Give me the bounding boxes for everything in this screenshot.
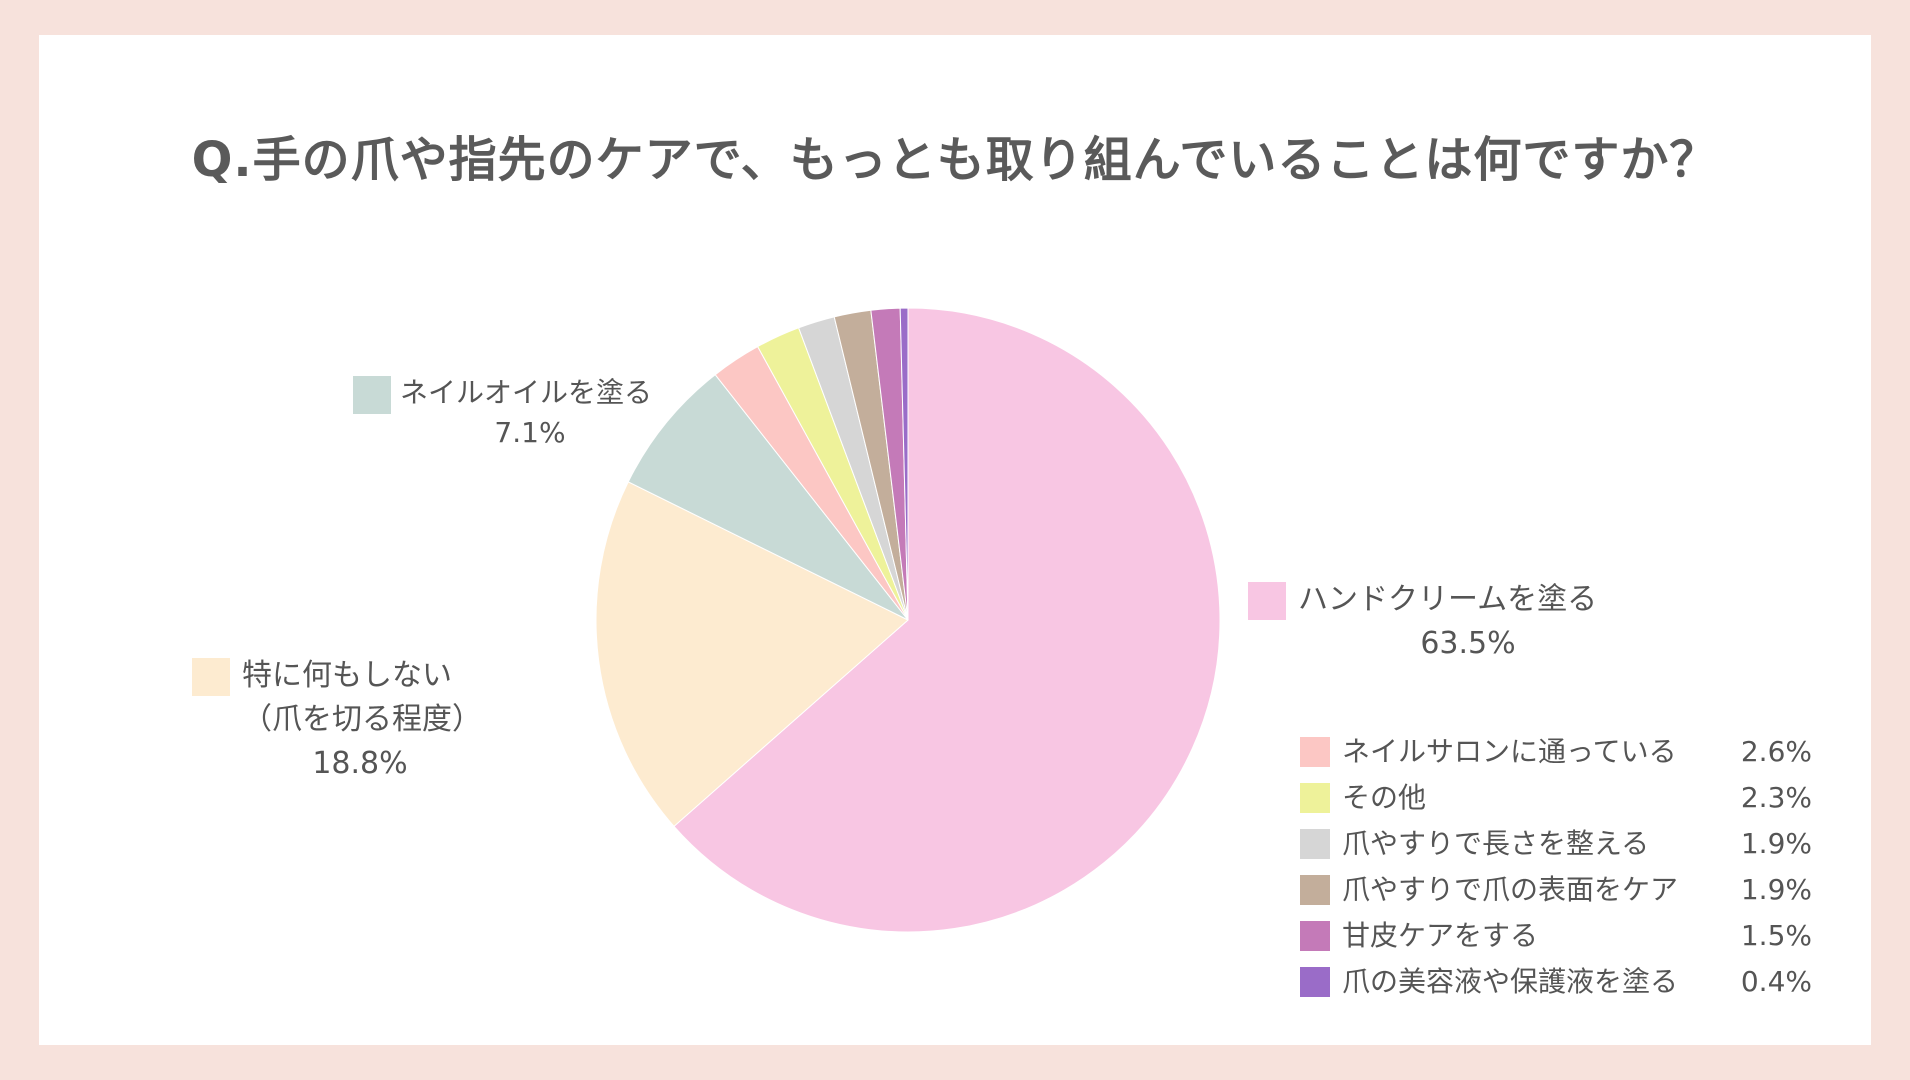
pie-slice-2 [627, 373, 909, 621]
hand-cream-swatch [1248, 582, 1286, 620]
legend-value: 1.9% [1740, 873, 1812, 906]
legend-label: ネイルサロンに通っている [1342, 735, 1677, 768]
chart-title: Q.手の爪や指先のケアで、もっとも取り組んでいることは何ですか？ [191, 132, 1719, 188]
nothing-value-wrap: 18.8% [290, 742, 430, 786]
nail-oil-swatch [353, 376, 391, 414]
legend-value: 0.4% [1740, 965, 1812, 998]
legend-label: 甘皮ケアをする [1342, 919, 1539, 952]
nail-oil-value: 7.1% [494, 416, 566, 449]
legend-label: 爪の美容液や保護液を塗る [1342, 965, 1679, 998]
nothing-swatch [192, 658, 230, 696]
legend-swatch [1300, 921, 1330, 951]
hand-cream-label: ハンドクリームを塗る [1298, 582, 1598, 617]
legend-label: 爪やすりで爪の表面をケア [1342, 873, 1679, 906]
pie-slice-0 [673, 307, 1221, 933]
nothing-value: 18.8% [312, 746, 408, 781]
legend-label: その他 [1342, 781, 1427, 814]
legend-swatch [1300, 967, 1330, 997]
legend-value: 1.9% [1740, 827, 1812, 860]
legend-swatch [1300, 737, 1330, 767]
nothing-label-1: 特に何もしない [242, 658, 452, 693]
legend-value: 1.5% [1740, 919, 1812, 952]
legend-label: 爪やすりで長さを整える [1342, 827, 1650, 860]
legend-swatch [1300, 875, 1330, 905]
nail-oil-callout: ネイルオイルを塗る [400, 371, 670, 415]
nothing-label-2: （爪を切る程度） [242, 702, 482, 737]
legend-value: 2.3% [1740, 781, 1812, 814]
legend-swatch [1300, 829, 1330, 859]
legend-swatch [1300, 783, 1330, 813]
hand-cream-value: 63.5% [1420, 626, 1516, 661]
nail-oil-value-wrap: 7.1% [460, 411, 600, 455]
hand-cream-callout: ハンドクリームを塗る 63.5% [1298, 578, 1638, 666]
nothing-callout: 特に何もしない （爪を切る程度） [242, 654, 482, 742]
legend-value: 2.6% [1740, 735, 1812, 768]
nail-oil-label: ネイルオイルを塗る [400, 376, 653, 409]
pie-slice-1 [595, 481, 909, 828]
pie-slice-8 [899, 307, 909, 621]
